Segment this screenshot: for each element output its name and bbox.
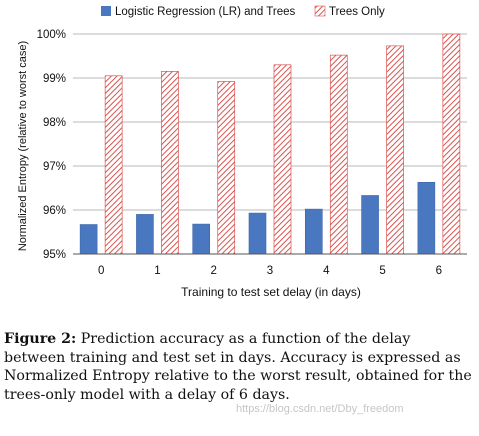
legend: Logistic Regression (LR) and Trees Trees… bbox=[101, 5, 385, 18]
y-tick-label: 98% bbox=[43, 117, 66, 129]
x-tick-label: 2 bbox=[211, 265, 217, 277]
figure-caption: Figure 2: Prediction accuracy as a funct… bbox=[4, 330, 474, 404]
y-tick-label: 96% bbox=[43, 205, 66, 217]
bar-lr-trees bbox=[192, 223, 211, 255]
y-tick-label: 97% bbox=[43, 161, 66, 173]
bar-lr-trees bbox=[417, 181, 436, 255]
x-tick-label: 6 bbox=[436, 265, 442, 277]
y-tick-label: 95% bbox=[43, 249, 66, 261]
caption-label: Figure 2: bbox=[4, 331, 77, 347]
bar-trees-only bbox=[104, 75, 123, 255]
x-tick-labels: 0 1 2 3 4 5 6 bbox=[98, 265, 442, 277]
bar-trees-only bbox=[442, 33, 461, 255]
y-axis-label: Normalized Entropy (relative to worst ca… bbox=[17, 41, 29, 251]
bar-trees-only bbox=[273, 64, 292, 255]
bar-trees-only bbox=[161, 71, 179, 255]
x-tick-label: 1 bbox=[154, 265, 160, 277]
legend-swatch-trees bbox=[314, 5, 326, 17]
bar-lr-trees bbox=[361, 195, 379, 255]
bar-trees-only bbox=[329, 54, 348, 255]
y-tick-label: 99% bbox=[43, 73, 66, 85]
bar-chart: Logistic Regression (LR) and Trees Trees… bbox=[17, 5, 467, 299]
bar-lr-trees bbox=[304, 208, 323, 255]
bar-lr-trees bbox=[248, 212, 267, 255]
bar-trees-only bbox=[386, 45, 404, 255]
bar-trees-only bbox=[217, 81, 236, 255]
x-tick-label: 5 bbox=[379, 265, 385, 277]
bar-lr-trees bbox=[79, 224, 98, 255]
y-tick-labels: 95% 96% 97% 98% 99% 100% bbox=[37, 29, 66, 261]
bars bbox=[79, 33, 461, 255]
x-axis-label: Training to test set delay (in days) bbox=[181, 285, 361, 299]
x-tick-label: 3 bbox=[267, 265, 273, 277]
legend-swatch-lr bbox=[101, 6, 111, 16]
y-tick-label: 100% bbox=[37, 29, 66, 41]
caption-text: Prediction accuracy as a function of the… bbox=[4, 331, 472, 403]
watermark: https://blog.csdn.net/Dby_freedom bbox=[236, 403, 404, 415]
legend-label-trees: Trees Only bbox=[329, 6, 385, 18]
x-tick-label: 4 bbox=[323, 265, 330, 277]
bar-lr-trees bbox=[136, 214, 154, 255]
legend-label-lr: Logistic Regression (LR) and Trees bbox=[115, 6, 295, 18]
gridlines bbox=[73, 33, 467, 255]
x-tick-label: 0 bbox=[98, 265, 104, 277]
